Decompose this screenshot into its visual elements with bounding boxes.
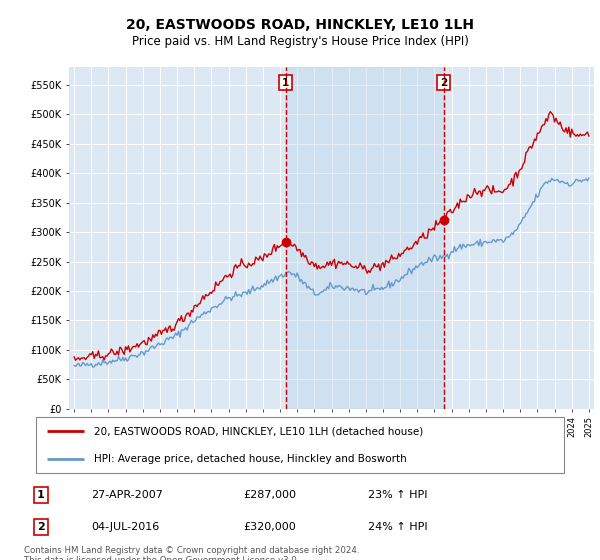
Text: 2: 2: [440, 78, 448, 87]
Text: Price paid vs. HM Land Registry's House Price Index (HPI): Price paid vs. HM Land Registry's House …: [131, 35, 469, 49]
FancyBboxPatch shape: [36, 417, 564, 473]
Bar: [286, 67, 444, 409]
Text: Contains HM Land Registry data © Crown copyright and database right 2024.
This d: Contains HM Land Registry data © Crown c…: [24, 546, 359, 560]
Text: 27-APR-2007: 27-APR-2007: [91, 490, 163, 500]
Text: £287,000: £287,000: [244, 490, 296, 500]
Text: 20, EASTWOODS ROAD, HINCKLEY, LE10 1LH: 20, EASTWOODS ROAD, HINCKLEY, LE10 1LH: [126, 18, 474, 32]
Text: 2: 2: [37, 522, 44, 532]
Text: 20, EASTWOODS ROAD, HINCKLEY, LE10 1LH (detached house): 20, EASTWOODS ROAD, HINCKLEY, LE10 1LH (…: [94, 426, 424, 436]
Text: HPI: Average price, detached house, Hinckley and Bosworth: HPI: Average price, detached house, Hinc…: [94, 454, 407, 464]
Text: £320,000: £320,000: [244, 522, 296, 532]
Text: 23% ↑ HPI: 23% ↑ HPI: [368, 490, 427, 500]
Text: 1: 1: [37, 490, 44, 500]
Text: 04-JUL-2016: 04-JUL-2016: [91, 522, 160, 532]
Text: 24% ↑ HPI: 24% ↑ HPI: [368, 522, 427, 532]
Text: 1: 1: [282, 78, 289, 87]
